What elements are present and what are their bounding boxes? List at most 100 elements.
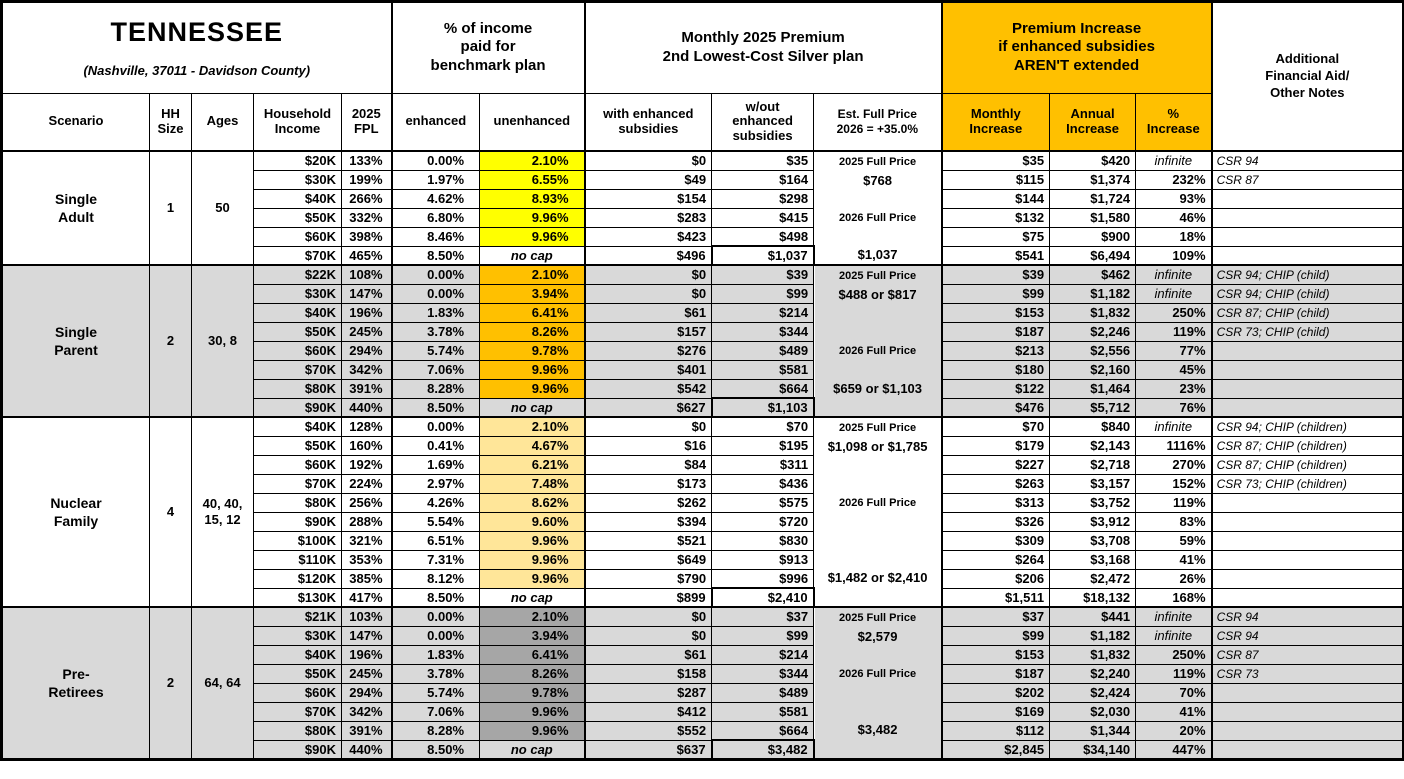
table-row: $50K 245% 3.78% 8.26% $158 $344 $187 $2,240 119%… bbox=[2, 663, 1404, 684]
premium-with-subsidies-cell: $84 bbox=[583, 454, 713, 475]
state-title: TENNESSEE bbox=[110, 17, 284, 47]
notes-cell: CSR 94; CHIP (child) bbox=[1210, 283, 1404, 304]
enhanced-pct-cell: 4.26% bbox=[390, 492, 481, 513]
unenhanced-pct-cell: 9.78% bbox=[479, 340, 586, 361]
col-header-income: Household Income bbox=[253, 92, 342, 153]
enhanced-pct-cell: 5.74% bbox=[390, 682, 481, 703]
enhanced-pct-cell: 2.97% bbox=[390, 473, 481, 494]
table-row: $30K 147% 0.00% 3.94% $0 $99 $99 $1,182 infinite… bbox=[2, 283, 1404, 304]
table-row: Single Parent 2 30, 8 $22K 108% 0.00% 2.10% $0 $… bbox=[1, 264, 1404, 418]
pct-increase-cell: infinite bbox=[1135, 416, 1213, 437]
full-price-note: 2026 Full Price bbox=[839, 211, 917, 224]
premium-without-subsidies-cell: $164 bbox=[711, 169, 815, 190]
pct-increase-cell: 109% bbox=[1135, 245, 1213, 266]
unenhanced-pct-cell: 2.10% bbox=[479, 416, 586, 437]
unenhanced-pct-cell: 2.10% bbox=[479, 606, 586, 627]
monthly-increase-cell: $144 bbox=[940, 188, 1051, 209]
notes-cell bbox=[1210, 587, 1404, 608]
notes-cell bbox=[1210, 568, 1404, 589]
full-price-cell: 2025 Full Price $488 or $817 2026 Full Pri… bbox=[813, 264, 943, 418]
location-subtitle: (Nashville, 37011 - Davidson County) bbox=[83, 62, 311, 78]
fpl-cell: 196% bbox=[340, 302, 393, 323]
income-cell: $40K bbox=[253, 416, 342, 437]
table-row: $60K 398% 8.46% 9.96% $423 $498 $75 $900 18% bbox=[2, 226, 1404, 247]
income-cell: $80K bbox=[253, 378, 342, 399]
unenhanced-pct-cell: 6.41% bbox=[479, 644, 586, 665]
col-header-scenario: Scenario bbox=[1, 92, 150, 153]
notes-cell bbox=[1210, 720, 1404, 741]
monthly-increase-cell: $187 bbox=[940, 663, 1051, 684]
annual-increase-cell: $420 bbox=[1049, 150, 1137, 171]
notes-cell: CSR 94 bbox=[1210, 150, 1404, 171]
enhanced-pct-cell: 8.50% bbox=[390, 245, 481, 266]
hh-size-cell: 1 bbox=[149, 150, 192, 266]
col-header-unenhanced: unenhanced bbox=[479, 92, 586, 153]
scenario-cell: Pre- Retirees bbox=[1, 606, 150, 760]
ages-cell: 50 bbox=[191, 150, 254, 266]
enhanced-pct-cell: 7.31% bbox=[390, 549, 481, 570]
monthly-increase-cell: $206 bbox=[940, 568, 1051, 589]
pct-increase-cell: 76% bbox=[1135, 397, 1213, 418]
income-cell: $70K bbox=[253, 245, 342, 266]
premium-without-subsidies-cell: $1,103 bbox=[710, 397, 815, 419]
pct-increase-cell: 1116% bbox=[1135, 435, 1213, 456]
unenhanced-pct-cell: 9.96% bbox=[479, 720, 586, 741]
notes-cell bbox=[1210, 549, 1404, 570]
table-row: $90K 288% 5.54% 9.60% $394 $720 $326 $3,912 83% bbox=[2, 511, 1404, 532]
income-cell: $30K bbox=[253, 625, 342, 646]
annual-increase-cell: $2,718 bbox=[1049, 454, 1137, 475]
monthly-increase-cell: $326 bbox=[940, 511, 1051, 532]
notes-cell bbox=[1210, 207, 1404, 228]
fpl-cell: 224% bbox=[340, 473, 393, 494]
income-cell: $40K bbox=[253, 188, 342, 209]
annual-increase-cell: $462 bbox=[1049, 264, 1137, 285]
premium-with-subsidies-cell: $0 bbox=[583, 283, 713, 304]
fpl-cell: 353% bbox=[340, 549, 393, 570]
monthly-increase-cell: $132 bbox=[940, 207, 1051, 228]
enhanced-pct-cell: 0.41% bbox=[390, 435, 481, 456]
income-cell: $80K bbox=[253, 492, 342, 513]
premium-without-subsidies-cell: $581 bbox=[711, 359, 815, 380]
notes-cell bbox=[1210, 245, 1404, 266]
monthly-increase-cell: $115 bbox=[940, 169, 1051, 190]
table-row: $40K 196% 1.83% 6.41% $61 $214 $153 $1,832 250% C… bbox=[2, 644, 1404, 665]
monthly-increase-cell: $153 bbox=[940, 302, 1051, 323]
fpl-cell: 128% bbox=[340, 416, 393, 437]
premium-comparison-table: TENNESSEE (Nashville, 37011 - Davidson C… bbox=[0, 0, 1404, 761]
pct-increase-cell: 270% bbox=[1135, 454, 1213, 475]
full-price-note: 2025 Full Price bbox=[839, 611, 917, 624]
pct-increase-cell: 447% bbox=[1135, 739, 1213, 760]
table-row: $120K 385% 8.12% 9.96% $790 $996 $206 $2,472 26% bbox=[2, 568, 1404, 589]
pct-increase-cell: 41% bbox=[1135, 549, 1213, 570]
col-header-pct-increase: % Increase bbox=[1135, 92, 1213, 153]
enhanced-pct-cell: 7.06% bbox=[390, 359, 481, 380]
fpl-cell: 321% bbox=[340, 530, 393, 551]
monthly-increase-cell: $2,845 bbox=[940, 739, 1051, 760]
premium-with-subsidies-cell: $154 bbox=[583, 188, 713, 209]
pct-increase-cell: infinite bbox=[1135, 283, 1213, 304]
premium-with-subsidies-cell: $49 bbox=[583, 169, 713, 190]
table-row: $60K 294% 5.74% 9.78% $276 $489 $213 $2,556 77% bbox=[2, 340, 1404, 361]
premium-with-subsidies-cell: $899 bbox=[583, 587, 713, 608]
premium-without-subsidies-cell: $39 bbox=[711, 264, 815, 285]
income-cell: $30K bbox=[253, 283, 342, 304]
monthly-increase-cell: $187 bbox=[940, 321, 1051, 342]
notes-cell bbox=[1210, 340, 1404, 361]
fpl-cell: 342% bbox=[340, 701, 393, 722]
fpl-cell: 391% bbox=[340, 378, 393, 399]
scenario-cell: Single Parent bbox=[1, 264, 150, 418]
full-price-note: $1,482 or $2,410 bbox=[827, 570, 928, 586]
premium-with-subsidies-cell: $287 bbox=[583, 682, 713, 703]
notes-cell: CSR 87 bbox=[1210, 644, 1404, 665]
premium-with-subsidies-cell: $61 bbox=[583, 644, 713, 665]
premium-without-subsidies-cell: $37 bbox=[711, 606, 815, 627]
pct-increase-cell: 26% bbox=[1135, 568, 1213, 589]
monthly-increase-cell: $37 bbox=[940, 606, 1051, 627]
premium-with-subsidies-cell: $552 bbox=[583, 720, 713, 741]
enhanced-pct-cell: 6.80% bbox=[390, 207, 481, 228]
enhanced-pct-cell: 1.83% bbox=[390, 302, 481, 323]
enhanced-pct-cell: 8.50% bbox=[390, 739, 481, 760]
annual-increase-cell: $1,832 bbox=[1049, 302, 1137, 323]
premium-with-subsidies-cell: $649 bbox=[583, 549, 713, 570]
table-row: Pre- Retirees 2 64, 64 $21K 103% 0.00% 2.10% $0… bbox=[1, 606, 1404, 760]
